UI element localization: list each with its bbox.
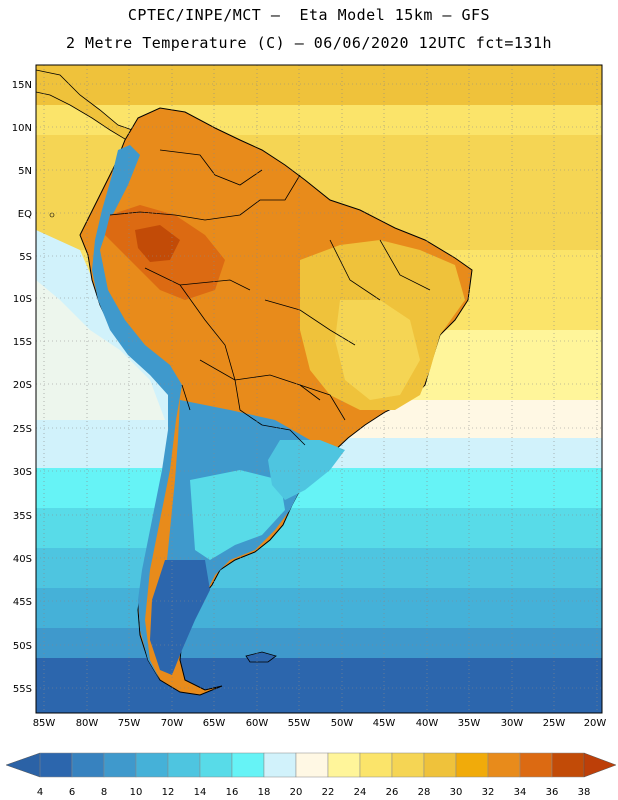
colorbar-tick-label: 14 bbox=[194, 787, 207, 798]
map-frame bbox=[35, 64, 603, 714]
lon-label: 55W bbox=[288, 718, 311, 729]
map-title-line2: 2 Metre Temperature (C) – 06/06/2020 12U… bbox=[65, 34, 553, 52]
lon-label: 50W bbox=[331, 718, 354, 729]
colorbar-swatch bbox=[263, 752, 297, 778]
lat-label: 30S bbox=[13, 467, 32, 478]
lat-label: 45S bbox=[13, 597, 32, 608]
lon-label: 30W bbox=[501, 718, 524, 729]
colorbar-tick-label: 24 bbox=[354, 787, 367, 798]
lat-label: 40S bbox=[13, 554, 32, 565]
band-caribbean bbox=[36, 65, 602, 105]
lon-label: 25W bbox=[543, 718, 566, 729]
map-title-line1: CPTEC/INPE/MCT – Eta Model 15km – GFS bbox=[127, 6, 491, 24]
colorbar-tick-label: 38 bbox=[578, 787, 591, 798]
colorbar-tick-label: 16 bbox=[226, 787, 239, 798]
patagonia-cold bbox=[150, 560, 210, 675]
longitude-axis: 85W 80W 75W 70W 65W 60W 55W 50W 45W 40W … bbox=[33, 718, 607, 729]
central-brazil-mild bbox=[335, 300, 420, 400]
lat-label: 50S bbox=[13, 641, 32, 652]
country-borders bbox=[109, 149, 431, 446]
lat-label: 15N bbox=[12, 80, 32, 91]
lat-label: 5S bbox=[19, 252, 32, 263]
colorbar-swatch bbox=[231, 752, 265, 778]
lat-label: 20S bbox=[13, 380, 32, 391]
colorbar-tick-label: 10 bbox=[130, 787, 143, 798]
colorbar-swatch bbox=[199, 752, 233, 778]
band-36s bbox=[36, 508, 602, 548]
lat-label: 5N bbox=[18, 166, 32, 177]
galapagos bbox=[49, 212, 55, 218]
pacific-mild-water bbox=[36, 280, 165, 420]
colorbar-tick-label: 28 bbox=[418, 787, 431, 798]
lat-label: EQ bbox=[18, 209, 32, 220]
band-49s bbox=[36, 628, 602, 658]
colorbar-tick-label: 12 bbox=[162, 787, 175, 798]
lat-label: 10N bbox=[12, 123, 32, 134]
lat-label: 15S bbox=[13, 337, 32, 348]
lon-label: 70W bbox=[161, 718, 184, 729]
map-field bbox=[36, 65, 602, 713]
colorbar-swatch bbox=[359, 752, 393, 778]
colorbar-tick-label: 32 bbox=[482, 787, 495, 798]
band-45s bbox=[36, 588, 602, 628]
colorbar-swatch bbox=[71, 752, 105, 778]
lon-label: 65W bbox=[203, 718, 226, 729]
very-hot-spot bbox=[135, 225, 180, 262]
band-40s bbox=[36, 548, 602, 588]
lat-lon-grid bbox=[36, 65, 602, 713]
uruguay-cool bbox=[268, 440, 345, 500]
colorbar-under-arrow bbox=[5, 752, 41, 778]
lat-label: 35S bbox=[13, 511, 32, 522]
lon-label: 40W bbox=[416, 718, 439, 729]
colorbar-tick-label: 4 bbox=[37, 787, 43, 798]
colorbar-swatch bbox=[167, 752, 201, 778]
lon-label: 60W bbox=[246, 718, 269, 729]
colorbar-tick-label: 34 bbox=[514, 787, 527, 798]
colorbar-tick-label: 22 bbox=[322, 787, 335, 798]
lon-label: 35W bbox=[458, 718, 481, 729]
colorbar-swatch bbox=[519, 752, 553, 778]
lat-label: 55S bbox=[13, 684, 32, 695]
lat-label: 25S bbox=[13, 424, 32, 435]
band-55s bbox=[36, 658, 602, 713]
colorbar-swatch bbox=[455, 752, 489, 778]
colorbar-swatch bbox=[327, 752, 361, 778]
colorbar-tick-label: 6 bbox=[69, 787, 75, 798]
colorbar-swatch bbox=[135, 752, 169, 778]
colorbar-swatch bbox=[295, 752, 329, 778]
colorbar-tick-label: 20 bbox=[290, 787, 303, 798]
lon-label: 80W bbox=[76, 718, 99, 729]
falkland-islands bbox=[245, 651, 277, 663]
lat-label: 10S bbox=[13, 294, 32, 305]
colorbar-swatch bbox=[551, 752, 585, 778]
lon-label: 75W bbox=[118, 718, 141, 729]
colorbar-tick-label: 8 bbox=[101, 787, 107, 798]
latitude-axis: 15N 10N 5N EQ 5S 10S 15S 20S 25S 30S 35S… bbox=[12, 80, 32, 695]
colorbar-tick-label: 30 bbox=[450, 787, 463, 798]
colorbar-swatch bbox=[103, 752, 137, 778]
colorbar-tick-label: 36 bbox=[546, 787, 559, 798]
colorbar-over-arrow bbox=[583, 752, 617, 778]
lon-label: 45W bbox=[373, 718, 396, 729]
colorbar: 4 6 8 10 12 14 16 18 20 22 24 26 28 30 32 34 36 38 bbox=[5, 752, 617, 798]
colorbar-tick-label: 26 bbox=[386, 787, 399, 798]
colorbar-swatch bbox=[487, 752, 521, 778]
lon-label: 85W bbox=[33, 718, 56, 729]
colorbar-swatch bbox=[391, 752, 425, 778]
colorbar-tick-label: 18 bbox=[258, 787, 271, 798]
colorbar-swatch bbox=[39, 752, 73, 778]
lon-label: 20W bbox=[584, 718, 607, 729]
colorbar-swatch bbox=[423, 752, 457, 778]
